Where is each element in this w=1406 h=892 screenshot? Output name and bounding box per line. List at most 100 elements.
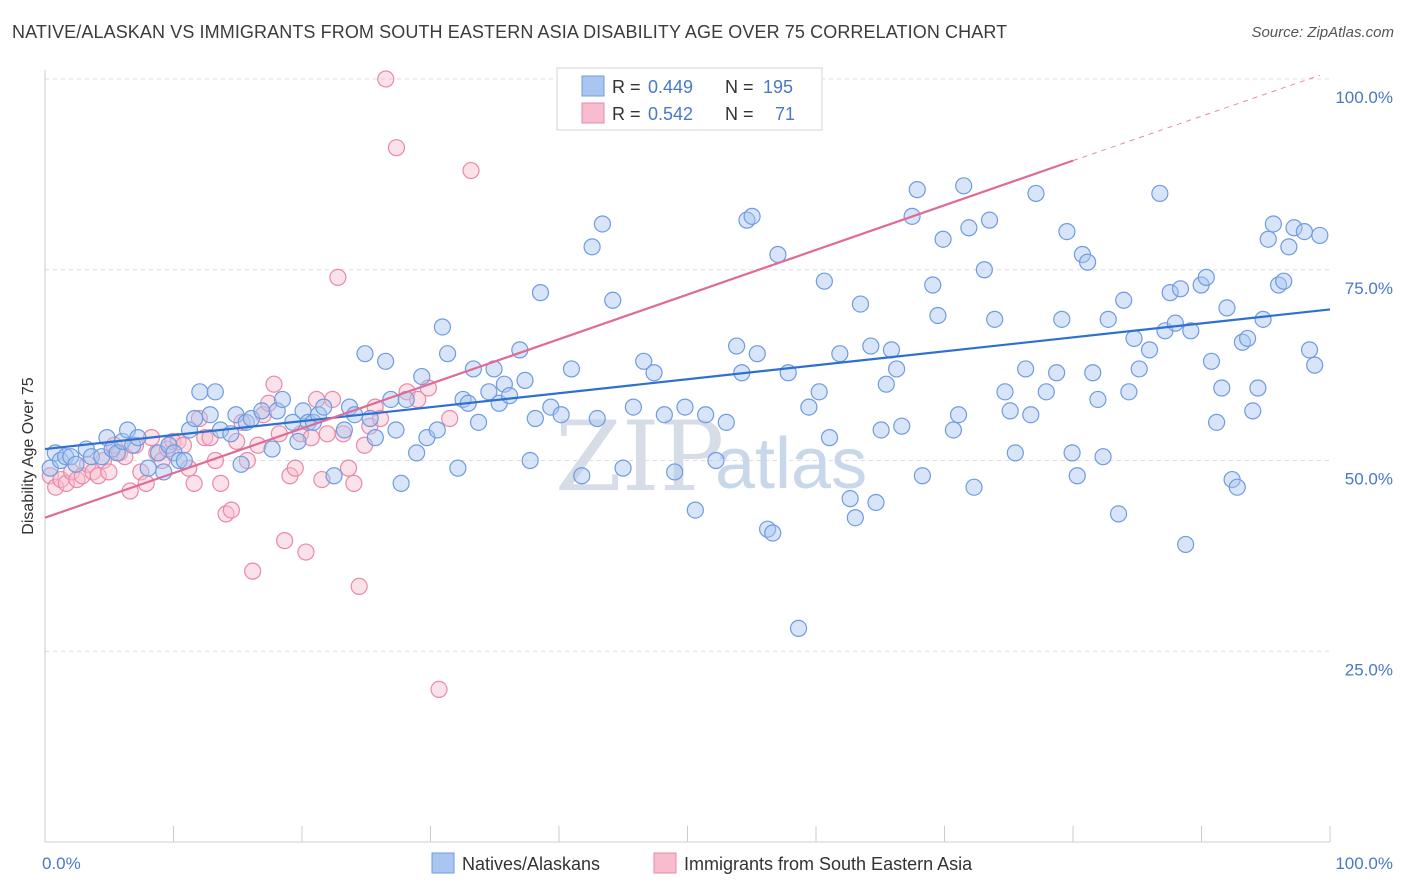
blue-point — [841, 490, 859, 508]
pink-point — [276, 532, 294, 550]
y-tick-label: 50.0% — [1345, 470, 1393, 489]
blue-point — [1058, 223, 1076, 241]
blue-point — [666, 463, 684, 481]
blue-point — [1218, 299, 1236, 317]
blue-point — [366, 429, 384, 447]
blue-point — [1068, 467, 1086, 485]
blue-point — [588, 409, 606, 428]
bottom-legend-label-pink: Immigrants from South Eastern Asia — [684, 854, 973, 874]
blue-point — [315, 398, 333, 416]
blue-point — [1078, 253, 1097, 271]
blue-point — [175, 451, 193, 470]
blue-point — [908, 181, 926, 199]
blue-point — [893, 417, 911, 435]
y-tick-label: 25.0% — [1345, 660, 1393, 679]
blue-point — [1063, 444, 1081, 462]
blue-point — [913, 467, 932, 485]
blue-point — [206, 383, 224, 401]
blue-point — [387, 421, 405, 439]
pink-point — [297, 543, 315, 561]
pink-trend-line — [44, 159, 1074, 519]
blue-point — [764, 524, 782, 542]
x-tick-label: 100.0% — [1335, 854, 1393, 873]
blue-point — [965, 478, 983, 496]
blue-point — [888, 360, 906, 378]
legend-r-label-pink: R = — [612, 104, 641, 124]
blue-point — [929, 306, 947, 325]
blue-point — [1264, 215, 1282, 233]
blue-point — [593, 215, 612, 233]
blue-point — [1048, 364, 1066, 382]
blue-point — [831, 345, 849, 363]
blue-point — [815, 272, 833, 290]
blue-point — [1037, 383, 1055, 401]
blue-point — [862, 337, 880, 355]
blue-point — [1125, 329, 1143, 348]
blue-point — [1280, 238, 1298, 256]
pink-point — [190, 409, 209, 428]
blue-point — [573, 467, 591, 485]
legend-swatch-blue — [581, 75, 605, 97]
pink-point — [377, 70, 395, 88]
blue-point — [1099, 310, 1117, 328]
legend-r-value-blue: 0.449 — [648, 77, 693, 97]
blue-point — [810, 383, 828, 401]
pink-point — [345, 474, 363, 492]
blue-point — [67, 455, 85, 473]
blue-point — [1006, 444, 1024, 462]
blue-point — [924, 276, 942, 294]
legend-n-label-blue: N = — [725, 77, 754, 97]
pink-point — [462, 161, 480, 180]
blue-point — [955, 177, 973, 195]
legend-n-value-pink: 71 — [775, 104, 795, 124]
blue-point — [413, 367, 431, 386]
y-axis-label: Disability Age Over 75 — [20, 377, 37, 535]
blue-point — [1166, 314, 1184, 332]
blue-point — [728, 337, 746, 355]
blue-point — [1182, 322, 1200, 340]
y-tick-label: 100.0% — [1335, 88, 1393, 107]
blue-point — [408, 444, 426, 462]
blue-point — [1120, 383, 1138, 401]
blue-point — [986, 310, 1004, 328]
pink-point — [286, 459, 304, 477]
pink-point — [100, 463, 118, 481]
blue-point — [717, 413, 735, 431]
blue-point — [645, 364, 663, 382]
pink-point — [339, 459, 358, 477]
blue-point — [1254, 310, 1272, 328]
blue-point — [789, 619, 808, 637]
blue-point — [273, 390, 292, 409]
legend-n-label-pink: N = — [725, 104, 754, 124]
blue-point — [676, 398, 694, 416]
blue-point — [516, 371, 534, 389]
blue-point — [377, 352, 395, 370]
watermark-zip: ZIP — [555, 401, 724, 513]
blue-point — [1151, 184, 1169, 203]
pink-point — [318, 425, 336, 443]
blue-point — [428, 421, 446, 439]
blue-point — [949, 406, 968, 424]
y-tick-labels: 25.0% 50.0% 75.0% 100.0% — [1335, 88, 1393, 679]
blue-point — [851, 295, 870, 313]
blue-point — [944, 421, 962, 439]
pink-point — [196, 429, 214, 447]
blue-point — [1295, 223, 1313, 241]
blue-point — [1300, 341, 1319, 359]
blue-point — [748, 345, 766, 363]
blue-point — [253, 402, 271, 420]
blue-trend-line — [44, 308, 1331, 451]
blue-point — [1259, 230, 1277, 248]
blue-point — [170, 451, 188, 470]
blue-point — [1197, 268, 1215, 286]
blue-point — [934, 230, 952, 248]
pink-point — [212, 474, 230, 492]
blue-point — [1171, 280, 1190, 298]
blue-point — [526, 409, 544, 428]
x-tick-label: 0.0% — [42, 854, 81, 873]
blue-point — [686, 501, 704, 519]
bottom-legend-swatch-blue — [431, 852, 455, 874]
blue-point — [707, 451, 725, 470]
blue-point — [469, 413, 488, 431]
blue-point — [1094, 448, 1112, 466]
